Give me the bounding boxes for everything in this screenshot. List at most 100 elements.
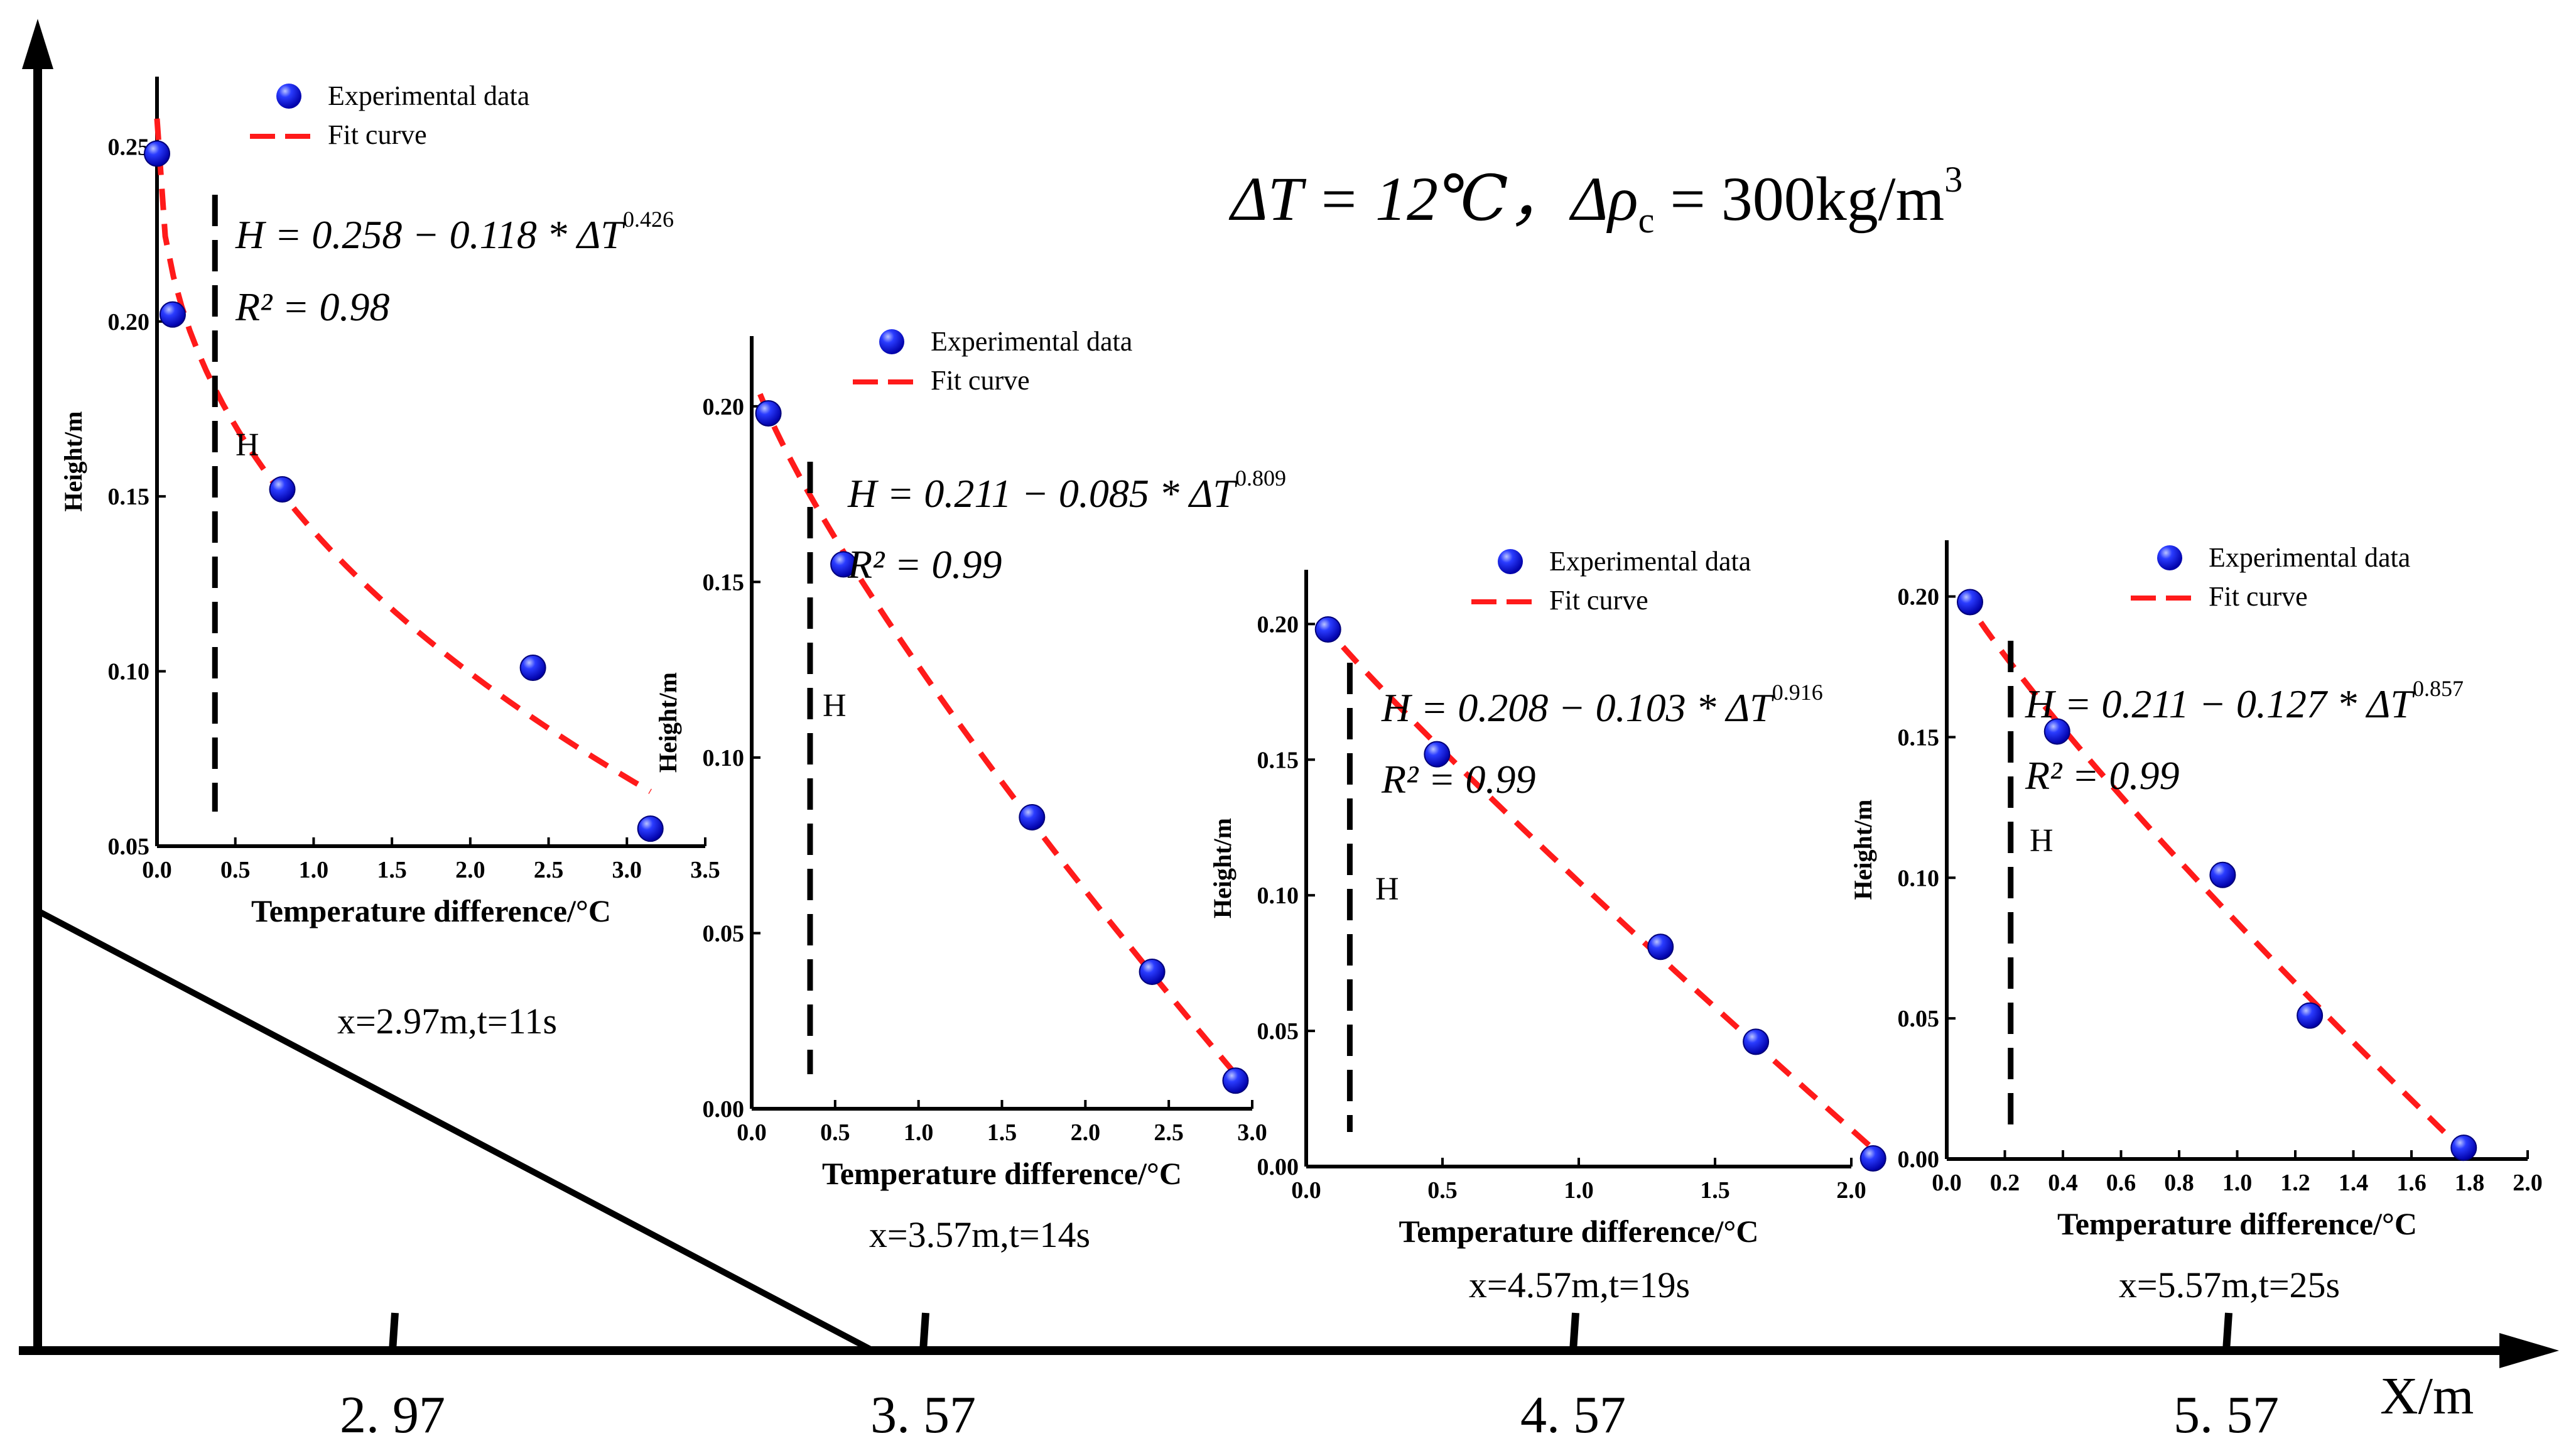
x-tick-label: 0.5 bbox=[220, 857, 251, 883]
x-tick-label: 2.0 bbox=[455, 857, 485, 883]
y-tick-label: 0.15 bbox=[703, 569, 745, 596]
slope-line bbox=[36, 908, 875, 1354]
x-tick-label: 1.6 bbox=[2396, 1170, 2427, 1196]
x-tick-label: 0.5 bbox=[1427, 1177, 1458, 1204]
x-tick-label: 0.0 bbox=[142, 857, 172, 883]
panel-caption: x=3.57m,t=14s bbox=[869, 1214, 1090, 1255]
data-point bbox=[1957, 589, 1983, 616]
x-tick-label: 1.5 bbox=[987, 1119, 1017, 1146]
main-x-tick-label: 4. 57 bbox=[1520, 1386, 1626, 1444]
x-tick-label: 1.4 bbox=[2339, 1170, 2369, 1196]
fit-curve bbox=[154, 118, 652, 794]
fit-equation-exponent: 0.857 bbox=[2413, 676, 2464, 701]
panel-caption: x=5.57m,t=25s bbox=[2119, 1265, 2340, 1305]
x-tick-label: 2.0 bbox=[1836, 1177, 1866, 1204]
fit-equation-base: H = 0.208 − 0.103 * ΔT bbox=[1381, 685, 1775, 730]
x-tick-label: 0.4 bbox=[2048, 1170, 2078, 1196]
fit-equation-base: H = 0.211 − 0.085 * ΔT bbox=[847, 471, 1238, 516]
y-tick-label: 0.05 bbox=[703, 920, 745, 947]
data-point bbox=[1743, 1028, 1770, 1055]
x-tick-label: 1.0 bbox=[1564, 1177, 1594, 1204]
y-tick-label: 0.20 bbox=[703, 394, 745, 420]
data-point bbox=[1222, 1067, 1249, 1094]
legend-label-fit: Fit curve bbox=[1549, 585, 1648, 616]
x-axis-label: Temperature difference/°C bbox=[822, 1156, 1182, 1191]
main-axes: 2. 97 3. 57 4. 57 5. 57 X/m bbox=[19, 19, 2559, 1444]
x-tick-label: 1.2 bbox=[2280, 1170, 2310, 1196]
x-tick-label: 0.0 bbox=[1932, 1170, 1962, 1196]
legend-marker bbox=[2157, 545, 2182, 570]
legend-label-data: Experimental data bbox=[931, 326, 1132, 357]
fit-curve bbox=[1318, 618, 1875, 1151]
x-tick-label: 2.5 bbox=[534, 857, 564, 883]
panel-caption: x=2.97m,t=11s bbox=[337, 1001, 557, 1042]
x-tick-label: 2.5 bbox=[1154, 1119, 1184, 1146]
data-point bbox=[1139, 958, 1166, 985]
legend-label-fit: Fit curve bbox=[2209, 581, 2308, 612]
chart-panel-1: 0.0 0.5 1.0 1.5 2.0 2.5 3.0 3.5 0.05 0.10 0.15 0.20… bbox=[59, 77, 720, 1042]
condition-drho-sub: c bbox=[1638, 200, 1655, 241]
x-tick-label: 2.0 bbox=[2513, 1170, 2543, 1196]
x-tick-label: 1.0 bbox=[2222, 1170, 2253, 1196]
legend-marker bbox=[1498, 549, 1523, 574]
h-marker-label: H bbox=[235, 427, 259, 463]
condition-dt: ΔT = 12℃， bbox=[1228, 164, 1571, 234]
data-point bbox=[159, 301, 186, 328]
legend-label-data: Experimental data bbox=[2209, 542, 2410, 573]
h-marker-label: H bbox=[1375, 871, 1399, 907]
main-x-arrow bbox=[2499, 1333, 2559, 1368]
y-tick-label: 0.00 bbox=[703, 1096, 745, 1123]
r-squared: R² = 0.98 bbox=[235, 285, 389, 329]
data-point bbox=[1314, 616, 1341, 643]
chart-panel-2: 0.0 0.5 1.0 1.5 2.0 2.5 3.0 0.00 0.05 0.10 0.15 0.2… bbox=[654, 326, 1286, 1255]
data-point bbox=[830, 551, 857, 578]
legend-label-fit: Fit curve bbox=[931, 365, 1030, 396]
data-point bbox=[637, 815, 664, 842]
chart-panel-4: 0.0 0.2 0.4 0.6 0.8 1.0 1.2 1.4 1.6 1.8 2.0 0.00 0.0… bbox=[1849, 540, 2543, 1305]
main-x-ticks: 2. 97 3. 57 4. 57 5. 57 bbox=[340, 1312, 2279, 1444]
y-tick-label: 0.05 bbox=[108, 834, 150, 860]
y-tick-label: 0.15 bbox=[108, 484, 150, 510]
data-point bbox=[144, 140, 170, 167]
y-tick-label: 0.05 bbox=[1898, 1006, 1940, 1032]
y-tick-label: 0.15 bbox=[1257, 747, 1299, 773]
x-axis-label: Temperature difference/°C bbox=[251, 893, 611, 928]
condition-text: ΔT = 12℃，Δρc = 300kg/m3 bbox=[1228, 159, 1962, 241]
y-tick-label: 0.00 bbox=[1898, 1146, 1940, 1173]
y-tick-label: 0.25 bbox=[108, 134, 150, 160]
y-axis-label: Height/m bbox=[1849, 800, 1877, 900]
fit-equation-base: H = 0.258 − 0.118 * ΔT bbox=[235, 212, 625, 257]
panel-caption: x=4.57m,t=19s bbox=[1469, 1265, 1690, 1305]
main-x-tick-label: 3. 57 bbox=[870, 1386, 976, 1444]
data-point bbox=[519, 655, 546, 682]
r-squared: R² = 0.99 bbox=[1381, 757, 1535, 802]
data-point bbox=[1647, 933, 1674, 961]
main-x-tick bbox=[1569, 1312, 1579, 1351]
main-x-tick bbox=[2222, 1312, 2232, 1351]
y-tick-label: 0.20 bbox=[1898, 584, 1940, 611]
legend-label-data: Experimental data bbox=[328, 80, 529, 111]
y-tick-label: 0.15 bbox=[1898, 724, 1940, 751]
main-x-label: X/m bbox=[2380, 1367, 2474, 1425]
y-tick-label: 0.10 bbox=[1898, 865, 1940, 891]
data-point bbox=[755, 400, 782, 427]
legend-label-fit: Fit curve bbox=[328, 119, 427, 150]
main-x-tick-label: 5. 57 bbox=[2173, 1386, 2279, 1444]
y-tick-label: 0.10 bbox=[108, 659, 150, 685]
y-tick-label: 0.10 bbox=[1257, 883, 1299, 909]
fit-curve bbox=[1959, 591, 2466, 1153]
data-point bbox=[2043, 718, 2070, 745]
data-point bbox=[269, 476, 296, 503]
x-tick-label: 1.0 bbox=[904, 1119, 934, 1146]
fit-equation: H = 0.208 − 0.103 * ΔT0.916 bbox=[1381, 680, 1823, 730]
y-tick-label: 0.00 bbox=[1257, 1154, 1299, 1180]
main-y-arrow bbox=[22, 19, 53, 69]
y-tick-label: 0.20 bbox=[1257, 611, 1299, 638]
r-squared: R² = 0.99 bbox=[847, 542, 1002, 587]
x-tick-label: 0.0 bbox=[737, 1119, 767, 1146]
y-tick-label: 0.20 bbox=[108, 309, 150, 335]
x-tick-label: 1.5 bbox=[377, 857, 407, 883]
x-tick-label: 0.2 bbox=[1990, 1170, 2020, 1196]
